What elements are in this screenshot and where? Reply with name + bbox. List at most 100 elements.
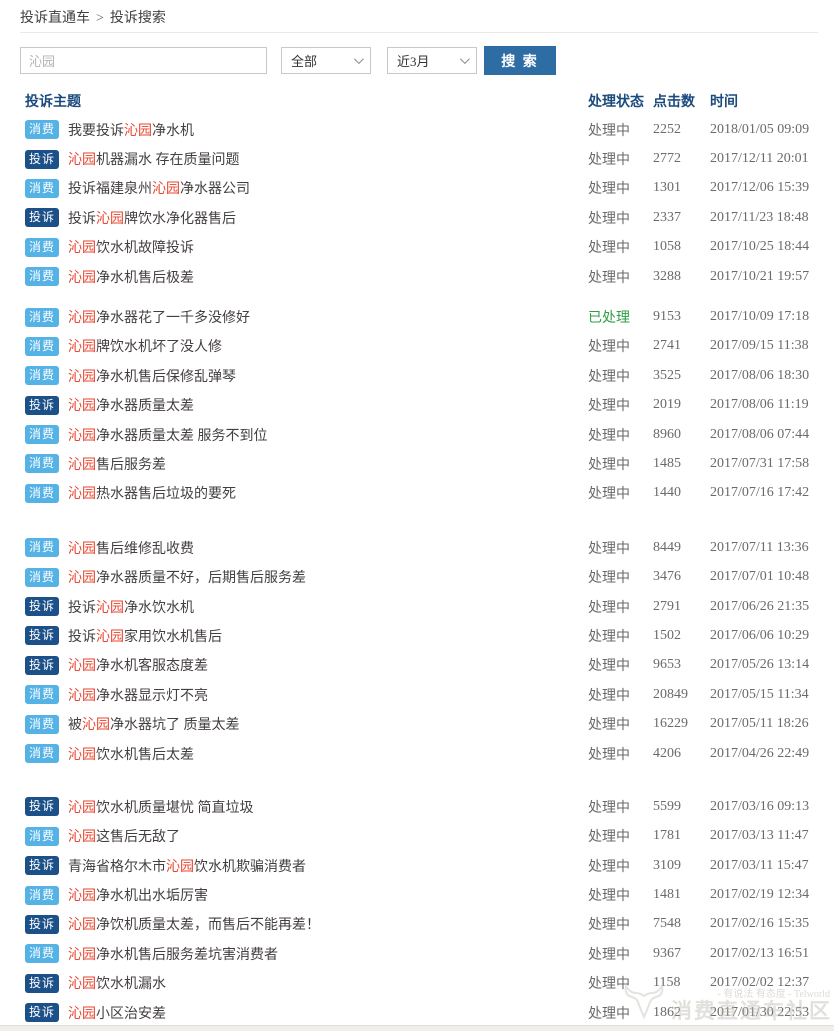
complaint-list: 消费 我要投诉沁园净水机 处理中 2252 2018/01/05 09:09 投… xyxy=(20,115,818,1027)
complaint-subject-cell: 沁园机器漏水 存在质量问题 xyxy=(68,149,588,169)
click-count: 1440 xyxy=(653,485,681,501)
timestamp: 2018/01/05 09:09 xyxy=(710,121,810,137)
status-text: 处理中 xyxy=(588,123,630,139)
complaint-subject-link[interactable]: 投诉福建泉州沁园净水器公司 xyxy=(68,182,250,197)
complaint-subject-link[interactable]: 沁园净水机出水垢厉害 xyxy=(68,889,208,904)
category-badge-cell: 投诉 xyxy=(25,395,68,415)
subject-suffix: 净水机客服态度差 xyxy=(96,659,208,675)
complaint-row: 消费 被沁园净水器坑了 质量太差 处理中 16229 2017/05/11 18… xyxy=(25,709,818,738)
complaint-subject-link[interactable]: 沁园净水机售后极差 xyxy=(68,271,194,286)
breadcrumb-link-complaint-home[interactable]: 投诉直通车 xyxy=(20,11,90,26)
timestamp: 2017/10/25 18:44 xyxy=(710,239,810,255)
click-count: 7548 xyxy=(653,916,681,932)
complaint-subject-link[interactable]: 沁园售后服务差 xyxy=(68,458,166,473)
complaint-row: 消费 沁园净水机出水垢厉害 处理中 1481 2017/02/19 12:34 xyxy=(25,880,818,909)
timestamp: 2017/03/16 09:13 xyxy=(710,798,810,814)
complaint-subject-cell: 沁园饮水机售后太差 xyxy=(68,744,588,764)
complaint-row: 消费 沁园净水器质量不好，后期售后服务差 处理中 3476 2017/07/01… xyxy=(25,562,818,591)
complaint-subject-cell: 沁园牌饮水机坏了没人修 xyxy=(68,336,588,356)
complaint-subject-link[interactable]: 沁园净水器花了一千多没修好 xyxy=(68,311,250,326)
complaint-subject-link[interactable]: 投诉沁园净水饮水机 xyxy=(68,601,194,616)
subject-prefix: 青海省格尔木市 xyxy=(68,859,166,875)
header-divider xyxy=(20,32,818,33)
brand-highlight: 沁园 xyxy=(68,1006,96,1022)
click-count: 4206 xyxy=(653,745,681,761)
complaint-subject-cell: 沁园饮水机漏水 xyxy=(68,973,588,993)
timestamp: 2017/10/21 19:57 xyxy=(710,268,810,284)
search-button[interactable]: 搜 索 xyxy=(484,46,556,75)
brand-highlight: 沁园 xyxy=(68,487,96,503)
complaint-subject-link[interactable]: 沁园饮水机漏水 xyxy=(68,977,166,992)
status-text: 处理中 xyxy=(588,1006,630,1022)
timestamp: 2017/05/26 13:14 xyxy=(710,657,810,673)
status-text: 处理中 xyxy=(588,340,630,356)
complaint-row: 消费 沁园净水器质量太差 服务不到位 处理中 8960 2017/08/06 0… xyxy=(25,420,818,449)
subject-suffix: 机器漏水 存在质量问题 xyxy=(96,153,240,169)
category-badge: 消费 xyxy=(25,714,59,734)
category-badge: 投诉 xyxy=(25,597,59,617)
brand-highlight: 沁园 xyxy=(68,311,96,327)
status-text: 处理中 xyxy=(588,889,630,905)
category-badge-cell: 投诉 xyxy=(25,797,68,817)
category-badge: 投诉 xyxy=(25,1003,59,1023)
complaint-subject-link[interactable]: 沁园净水机客服态度差 xyxy=(68,659,208,674)
category-badge-cell: 消费 xyxy=(25,714,68,734)
complaint-subject-link[interactable]: 沁园售后维修乱收费 xyxy=(68,542,194,557)
brand-highlight: 沁园 xyxy=(68,800,96,816)
complaint-subject-link[interactable]: 我要投诉沁园净水机 xyxy=(68,124,194,139)
subject-suffix: 净水机售后极差 xyxy=(96,270,194,286)
complaint-subject-link[interactable]: 沁园饮水机质量堪忧 简直垃圾 xyxy=(68,801,254,816)
complaint-subject-link[interactable]: 被沁园净水器坑了 质量太差 xyxy=(68,718,240,733)
category-badge: 消费 xyxy=(25,454,59,474)
complaint-subject-link[interactable]: 沁园净水器显示灯不亮 xyxy=(68,689,208,704)
complaint-subject-link[interactable]: 沁园饮水机故障投诉 xyxy=(68,241,194,256)
click-count: 5599 xyxy=(653,798,681,814)
category-badge: 消费 xyxy=(25,826,59,846)
brand-highlight: 沁园 xyxy=(68,659,96,675)
complaint-subject-link[interactable]: 沁园热水器售后垃圾的要死 xyxy=(68,487,236,502)
complaint-subject-link[interactable]: 青海省格尔木市沁园饮水机欺骗消费者 xyxy=(68,860,306,875)
complaint-subject-link[interactable]: 沁园这售后无敌了 xyxy=(68,830,180,845)
complaint-row: 消费 沁园热水器售后垃圾的要死 处理中 1440 2017/07/16 17:4… xyxy=(25,479,818,508)
complaint-subject-link[interactable]: 沁园饮水机售后太差 xyxy=(68,748,194,763)
complaint-subject-cell: 沁园热水器售后垃圾的要死 xyxy=(68,483,588,503)
complaint-subject-link[interactable]: 沁园净水机售后保修乱弹琴 xyxy=(68,370,236,385)
subject-suffix: 牌饮水机坏了没人修 xyxy=(96,340,222,356)
complaint-subject-link[interactable]: 沁园小区治安差 xyxy=(68,1007,166,1022)
complaint-subject-link[interactable]: 沁园净水器质量太差 服务不到位 xyxy=(68,429,268,444)
complaint-subject-link[interactable]: 沁园机器漏水 存在质量问题 xyxy=(68,153,240,168)
category-badge: 投诉 xyxy=(25,655,59,675)
complaint-group: 投诉 沁园饮水机质量堪忧 简直垃圾 处理中 5599 2017/03/16 09… xyxy=(25,792,818,1027)
complaint-subject-link[interactable]: 沁园牌饮水机坏了没人修 xyxy=(68,340,222,355)
category-badge: 投诉 xyxy=(25,208,59,228)
complaint-row: 投诉 投诉沁园牌饮水净化器售后 处理中 2337 2017/11/23 18:4… xyxy=(25,203,818,232)
complaint-subject-cell: 青海省格尔木市沁园饮水机欺骗消费者 xyxy=(68,856,588,876)
timestamp: 2017/11/23 18:48 xyxy=(710,209,809,225)
timestamp: 2017/06/26 21:35 xyxy=(710,598,810,614)
category-badge: 消费 xyxy=(25,885,59,905)
category-badge: 投诉 xyxy=(25,914,59,934)
category-badge: 消费 xyxy=(25,425,59,445)
complaint-subject-link[interactable]: 投诉沁园牌饮水净化器售后 xyxy=(68,212,236,227)
subject-suffix: 净水器质量太差 服务不到位 xyxy=(96,428,268,444)
timestamp: 2017/12/06 15:39 xyxy=(710,180,810,196)
complaint-subject-link[interactable]: 投诉沁园家用饮水机售后 xyxy=(68,630,222,645)
complaint-subject-cell: 沁园售后维修乱收费 xyxy=(68,538,588,558)
status-text: 处理中 xyxy=(588,571,630,587)
table-header-row: 投诉主题 处理状态 点击数 时间 xyxy=(20,91,818,111)
timestamp: 2017/01/30 22:53 xyxy=(710,1004,810,1020)
complaint-subject-link[interactable]: 沁园净水器质量不好，后期售后服务差 xyxy=(68,571,306,586)
complaint-subject-link[interactable]: 沁园净水器质量太差 xyxy=(68,399,194,414)
complaint-subject-link[interactable]: 沁园净水机售后服务差坑害消费者 xyxy=(68,948,278,963)
search-input[interactable] xyxy=(20,47,267,74)
category-select[interactable]: 全部 xyxy=(281,47,371,74)
table-header-time: 时间 xyxy=(710,95,738,110)
complaint-subject-link[interactable]: 沁园净饮机质量太差，而售后不能再差！ xyxy=(68,918,320,933)
time-range-select[interactable]: 近3月 xyxy=(387,47,477,74)
click-count: 20849 xyxy=(653,686,688,702)
category-badge-cell: 消费 xyxy=(25,744,68,763)
click-count: 1502 xyxy=(653,627,681,643)
complaint-subject-cell: 沁园小区治安差 xyxy=(68,1003,588,1023)
breadcrumb-separator: > xyxy=(96,11,104,26)
